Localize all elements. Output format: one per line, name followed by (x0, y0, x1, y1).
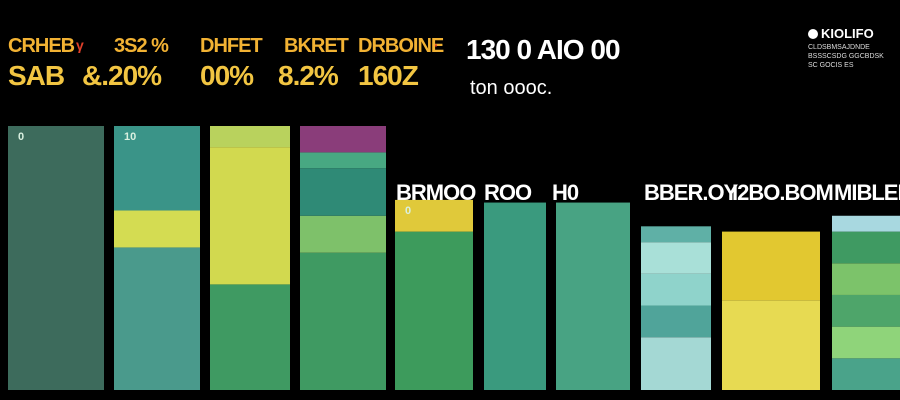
bar-annotation-bottom-5: I2BO.BOM (732, 180, 834, 205)
bar-annotation-top-2: GEETE (484, 154, 555, 179)
bar-1-segment-1 (8, 126, 104, 390)
bar-10-segment-6 (832, 215, 900, 232)
bar-4-segment-5 (300, 126, 386, 153)
bar-annotation-top-3: S 10% (562, 154, 623, 179)
kpi-label-1: CRHEB (8, 35, 75, 57)
bar-8-segment-5 (641, 226, 711, 243)
brand-logo-icon (808, 28, 818, 39)
bar-4-segment-3 (300, 168, 386, 216)
bar-annotation-top-5: C CHAV (732, 152, 810, 177)
bar-10-segment-2 (832, 326, 900, 359)
bars-layer: 0 10 0 (8, 126, 900, 390)
bar-2: 10 (114, 126, 200, 390)
bar-2-segment-1 (114, 247, 200, 390)
kpi-accent-1: γ (76, 37, 84, 53)
bar-8-segment-2 (641, 305, 711, 338)
bar-3-segment-2 (210, 147, 290, 285)
brand-logo: KIOLIFO CLDSBMSAJDNDE BSSSCSDG GGCBDSK S… (808, 26, 888, 78)
brand-logo-line-1: CLDSBMSAJDNDE (808, 44, 870, 51)
kpi-label-4: BKRET (284, 35, 349, 57)
bar-1-tag: 0 (18, 131, 24, 143)
bar-4-segment-2 (300, 215, 386, 253)
bar-3-segment-3 (210, 126, 290, 148)
kpi-value-4: 8.2% (278, 60, 339, 91)
bar-7 (556, 202, 630, 390)
bar-4-segment-1 (300, 252, 386, 390)
bar-4-segment-4 (300, 152, 386, 169)
bar-5-segment-2 (395, 199, 473, 232)
bar-8-segment-4 (641, 242, 711, 274)
bar-8-segment-3 (641, 273, 711, 306)
kpi-label-5: DRBOINE (358, 35, 444, 57)
bar-10-segment-3 (832, 294, 900, 327)
bar-9-segment-2 (722, 231, 820, 301)
kpi-value-5: 160Z (358, 60, 419, 91)
bar-9 (722, 231, 820, 390)
bar-10-segment-4 (832, 263, 900, 295)
kpi-value-1: SAB (8, 60, 65, 91)
brand-logo-title: KIOLIFO (821, 26, 874, 41)
bar-3-segment-1 (210, 284, 290, 390)
bar-8 (641, 226, 711, 390)
bar-5: 0 (395, 199, 473, 390)
header-main-value: 130 0 AIO 00 (466, 34, 621, 65)
bar-1: 0 (8, 126, 104, 390)
header-sub-text: ton oooc. (470, 77, 553, 99)
bar-10-segment-1 (832, 358, 900, 390)
bar-2-segment-3 (114, 126, 200, 211)
bar-4 (300, 126, 386, 390)
kpi-value-2: &.20% (82, 60, 162, 91)
bar-6-segment-1 (484, 202, 546, 390)
bar-2-tag: 10 (124, 131, 136, 143)
bar-5-segment-1 (395, 231, 473, 390)
bar-2-segment-2 (114, 210, 200, 248)
bar-annotation-bottom-1: BRMOO (396, 180, 476, 205)
bar-annotation-top-1: 30 2AK (404, 154, 474, 179)
bar-10 (832, 215, 900, 390)
kpi-label-2: 3S2 % (114, 35, 169, 57)
kpi-label-3: DHFET (200, 35, 263, 57)
kpi-accent-5: · (434, 37, 439, 53)
bar-annotation-top-6: PCIDCIAA (834, 152, 900, 177)
brand-logo-line-3: SC GOCIS ES (808, 62, 854, 69)
bar-5-tag: 0 (405, 205, 411, 217)
bar-annotation-top-4: PUCKORT (644, 152, 747, 177)
bar-annotation-bottom-2: ROO (484, 180, 532, 205)
kpi-value-3: 00% (200, 60, 254, 91)
bar-9-segment-1 (722, 300, 820, 390)
bar-7-segment-1 (556, 202, 630, 390)
bar-6 (484, 202, 546, 390)
bar-annotation-bottom-4: BBER.OY (644, 180, 738, 205)
bar-annotation-bottom-6: MIBLEP (834, 180, 900, 205)
bar-8-segment-1 (641, 337, 711, 390)
bar-10-segment-5 (832, 231, 900, 264)
brand-logo-line-2: BSSSCSDG GGCBDSK (808, 53, 884, 60)
bar-3 (210, 126, 290, 390)
bar-annotation-bottom-3: H0 (552, 180, 579, 205)
